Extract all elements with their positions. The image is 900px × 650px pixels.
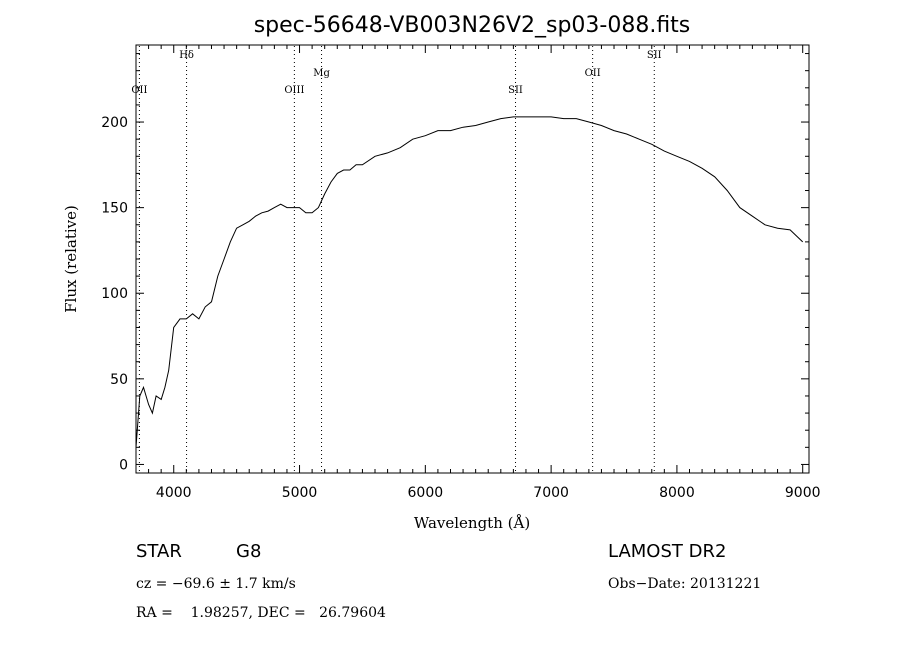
spectrum-line (135, 116, 804, 448)
chart-title: spec-56648-VB003N26V2_sp03-088.fits (254, 13, 691, 38)
x-tick-label: 4000 (156, 485, 192, 501)
y-tick-label: 200 (101, 115, 128, 131)
catalog-name: LAMOST DR2 (608, 541, 727, 562)
obs-date-text: Obs−Date: 20131221 (608, 576, 762, 592)
y-tick-label: 50 (110, 372, 128, 388)
y-axis-label: Flux (relative) (62, 205, 80, 313)
emission-line-markers: OII Hδ OIII Mg SII OII SII (131, 46, 662, 472)
x-tick-label: 6000 (408, 485, 444, 501)
y-tick-label: 100 (101, 286, 128, 302)
emission-line-label: OIII (284, 85, 304, 96)
x-tick-label: 5000 (282, 485, 318, 501)
emission-line-label: OII (585, 68, 601, 79)
emission-line-label: Mg (313, 68, 330, 79)
emission-line-label: OII (131, 85, 147, 96)
plot-frame (135, 44, 810, 474)
emission-line-label: Hδ (179, 50, 194, 61)
object-class: STAR (136, 541, 182, 562)
emission-line-label: SII (647, 50, 662, 61)
y-tick-label: 0 (119, 457, 128, 473)
emission-line-label: SII (508, 85, 523, 96)
object-subclass: G8 (236, 541, 262, 562)
axis-ticks: 4000 5000 6000 7000 8000 9000 0 50 100 150 200 (101, 45, 821, 501)
x-tick-label: 8000 (659, 485, 695, 501)
x-axis-label: Wavelength (Å) (414, 514, 530, 532)
coordinates-text: RA = 1.98257, DEC = 26.79604 (136, 605, 386, 621)
y-tick-label: 150 (101, 201, 128, 217)
x-tick-label: 9000 (785, 485, 821, 501)
redshift-text: cz = −69.6 ± 1.7 km/s (136, 576, 296, 592)
x-tick-label: 7000 (533, 485, 569, 501)
